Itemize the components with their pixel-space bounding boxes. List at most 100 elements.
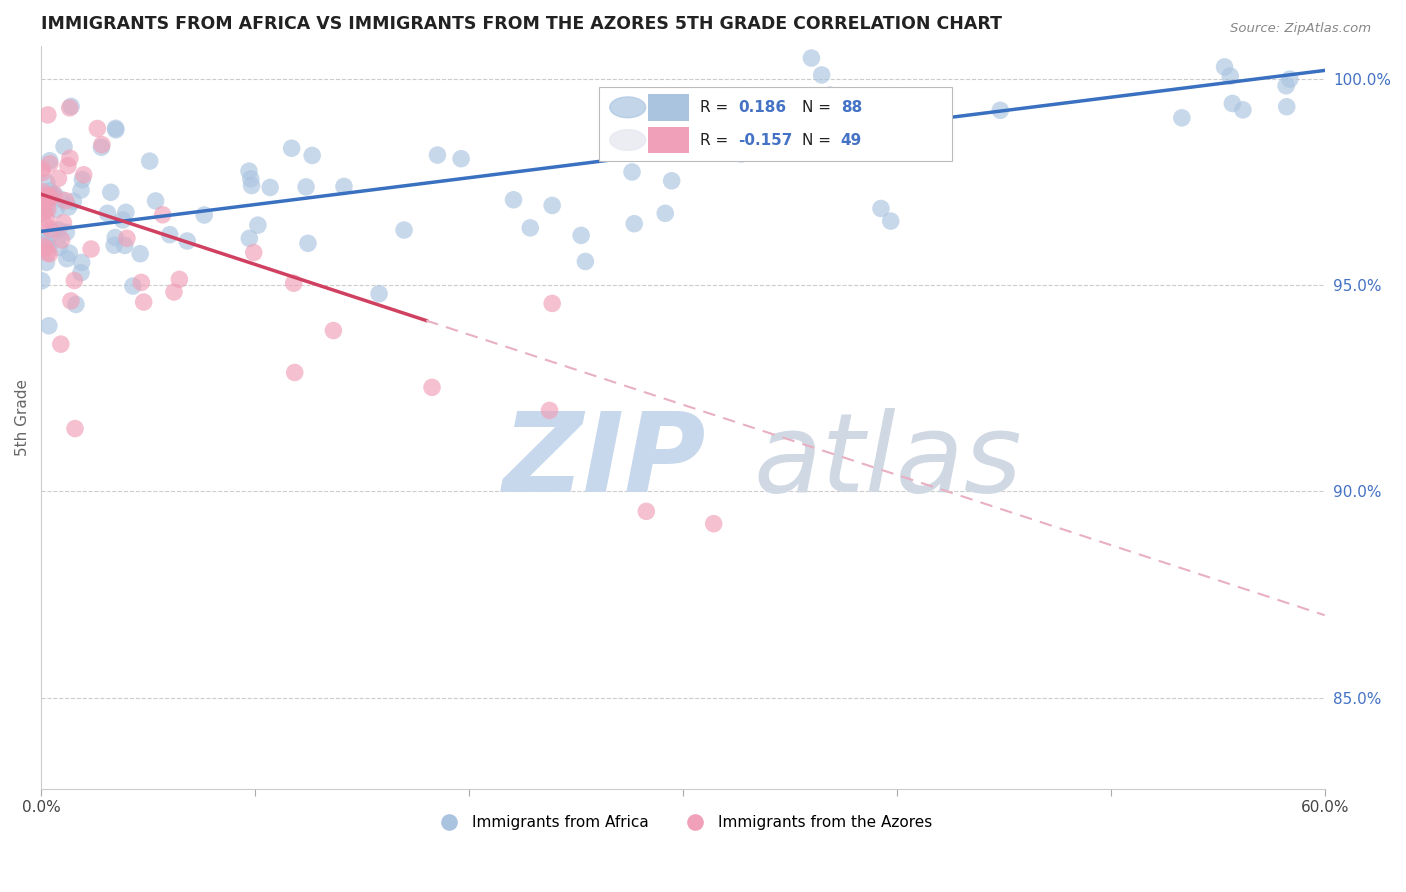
Point — [368, 286, 391, 301]
Point — [58, 246, 80, 260]
Point — [295, 180, 318, 194]
Point — [55, 225, 77, 239]
Point — [42, 187, 65, 202]
Point — [129, 246, 152, 260]
Point — [38, 157, 60, 171]
Circle shape — [610, 97, 645, 118]
Point — [37, 239, 59, 253]
Point — [988, 103, 1011, 118]
Point — [37, 188, 59, 202]
Point — [870, 202, 893, 216]
Point — [730, 147, 752, 161]
Point — [103, 238, 125, 252]
Circle shape — [610, 129, 645, 151]
Text: ZIP: ZIP — [503, 409, 707, 516]
Point — [62, 194, 84, 209]
Point — [45, 202, 67, 217]
Point — [31, 206, 53, 220]
Text: N =: N = — [803, 100, 837, 115]
Point — [176, 234, 198, 248]
Point — [104, 123, 127, 137]
Text: 49: 49 — [841, 133, 862, 147]
Point — [1220, 96, 1243, 111]
Point — [35, 219, 58, 233]
Text: -0.157: -0.157 — [738, 133, 793, 147]
Point — [131, 276, 153, 290]
Point — [48, 171, 70, 186]
Point — [90, 140, 112, 154]
Point — [1171, 111, 1194, 125]
Point — [284, 366, 307, 380]
Point — [32, 205, 55, 219]
Point — [242, 245, 264, 260]
Point — [322, 324, 344, 338]
Point — [38, 247, 60, 261]
Point — [60, 99, 83, 113]
Point — [259, 180, 281, 194]
Point — [37, 202, 59, 217]
Text: R =: R = — [700, 133, 733, 147]
Point — [32, 235, 55, 249]
Point — [63, 421, 86, 435]
Point — [32, 189, 55, 203]
Point — [1213, 60, 1236, 74]
Point — [86, 121, 108, 136]
Point — [538, 403, 561, 417]
Point — [104, 230, 127, 244]
Point — [35, 234, 58, 248]
Point — [703, 516, 725, 531]
Point — [132, 295, 155, 310]
Point — [420, 380, 443, 394]
Point — [297, 236, 319, 251]
Point — [661, 174, 683, 188]
Point — [621, 165, 644, 179]
Point — [450, 152, 472, 166]
Point — [163, 285, 186, 299]
Point — [37, 195, 59, 210]
Bar — [648, 94, 689, 120]
Text: Source: ZipAtlas.com: Source: ZipAtlas.com — [1230, 22, 1371, 36]
Point — [58, 200, 80, 214]
Text: 88: 88 — [841, 100, 862, 115]
Point — [574, 254, 596, 268]
Point — [152, 208, 174, 222]
Point — [63, 273, 86, 287]
Point — [41, 226, 63, 240]
Point — [145, 194, 167, 208]
Point — [392, 223, 415, 237]
Point — [283, 277, 305, 291]
Point — [48, 223, 70, 237]
Point — [72, 172, 94, 186]
Point — [502, 193, 524, 207]
Point — [519, 220, 541, 235]
Text: atlas: atlas — [754, 409, 1022, 516]
Point — [38, 318, 60, 333]
Point — [569, 228, 592, 243]
Point — [541, 296, 564, 310]
Point — [35, 176, 58, 190]
Point — [59, 151, 82, 165]
Point — [35, 255, 58, 269]
Point — [818, 88, 841, 103]
Text: N =: N = — [803, 133, 837, 147]
Point — [59, 101, 82, 115]
Point — [111, 213, 134, 227]
Point — [49, 193, 72, 207]
Point — [246, 218, 269, 232]
Point — [56, 159, 79, 173]
Text: R =: R = — [700, 100, 733, 115]
Point — [35, 241, 58, 255]
Point — [41, 188, 63, 202]
Point — [65, 297, 87, 311]
Point — [880, 214, 903, 228]
Point — [800, 51, 823, 65]
Point — [1232, 103, 1254, 117]
Point — [238, 231, 260, 245]
Point — [541, 198, 564, 212]
FancyBboxPatch shape — [599, 87, 952, 161]
Point — [1278, 72, 1301, 87]
Point — [31, 161, 53, 176]
Point — [159, 227, 181, 242]
Point — [37, 108, 59, 122]
Point — [426, 148, 449, 162]
